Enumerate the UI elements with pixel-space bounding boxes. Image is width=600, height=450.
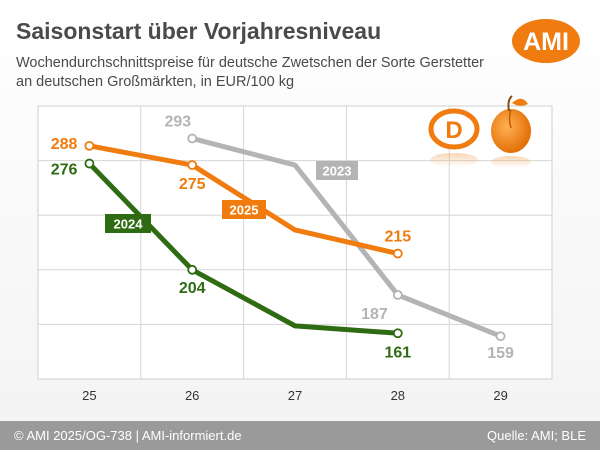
data-point-2023	[392, 289, 403, 300]
data-point-2025	[187, 160, 198, 170]
chart-title: Saisonstart über Vorjahresniveau	[16, 18, 382, 44]
footer-copyright: © AMI 2025/OG-738 | AMI-informiert.de	[14, 428, 242, 443]
chart-subtitle: Wochendurchschnittspreise für deutsche Z…	[16, 54, 484, 92]
data-label-2024: 276	[51, 162, 78, 179]
series-label-2023-text: 2023	[323, 164, 352, 179]
data-label-2023: 293	[164, 113, 191, 130]
series-line-2025	[86, 143, 401, 257]
origin-badge-text: D	[445, 117, 462, 144]
footer-source: Quelle: AMI; BLE	[487, 428, 586, 443]
data-point-2023	[187, 133, 198, 144]
origin-badge-icon: D	[428, 108, 480, 167]
plum-icon	[491, 95, 531, 168]
data-label-2025: 215	[384, 229, 411, 246]
plot-area	[37, 105, 553, 380]
x-tick-label: 27	[288, 388, 302, 403]
series-label-2025: 2025	[222, 200, 266, 219]
subtitle-line-1: Wochendurchschnittspreise für deutsche Z…	[16, 55, 484, 71]
data-label-2025: 275	[179, 176, 206, 193]
series-label-2024-text: 2024	[114, 217, 144, 232]
series-line-2023	[189, 135, 504, 339]
data-label-2025: 288	[51, 136, 78, 153]
data-point-2024	[187, 264, 198, 275]
x-tick-label: 26	[185, 388, 199, 403]
data-label-2023: 187	[361, 306, 388, 323]
series-markers	[84, 133, 506, 342]
data-point-2025	[84, 140, 95, 151]
data-point-2025	[392, 248, 403, 259]
footer-bar: © AMI 2025/OG-738 | AMI-informiert.de Qu…	[0, 421, 600, 450]
x-tick-label: 28	[391, 388, 405, 403]
series-label-2024: 2024	[105, 214, 151, 233]
data-label-2024: 161	[384, 344, 411, 361]
subtitle-line-2: an deutschen Großmärkten, in EUR/100 kg	[16, 74, 295, 90]
ami-logo: AMI	[512, 19, 580, 63]
ami-logo-text: AMI	[523, 28, 569, 56]
x-axis-ticks: 25 26 27 28 29	[82, 388, 508, 403]
data-label-2023: 159	[487, 345, 514, 362]
line-chart: 25 26 27 28 29 293 187 159 276 204 161 288 275 215 2…	[37, 19, 580, 403]
data-label-2024: 204	[179, 280, 206, 297]
x-tick-label: 29	[493, 388, 507, 403]
data-labels: 293 187 159 276 204 161 288 275 215	[51, 113, 514, 362]
series-label-2025-text: 2025	[230, 203, 259, 218]
data-point-2023	[495, 331, 506, 342]
series-label-2023: 2023	[316, 161, 358, 180]
data-point-2024	[84, 158, 95, 169]
data-point-2024	[392, 328, 403, 339]
x-tick-label: 25	[82, 388, 96, 403]
